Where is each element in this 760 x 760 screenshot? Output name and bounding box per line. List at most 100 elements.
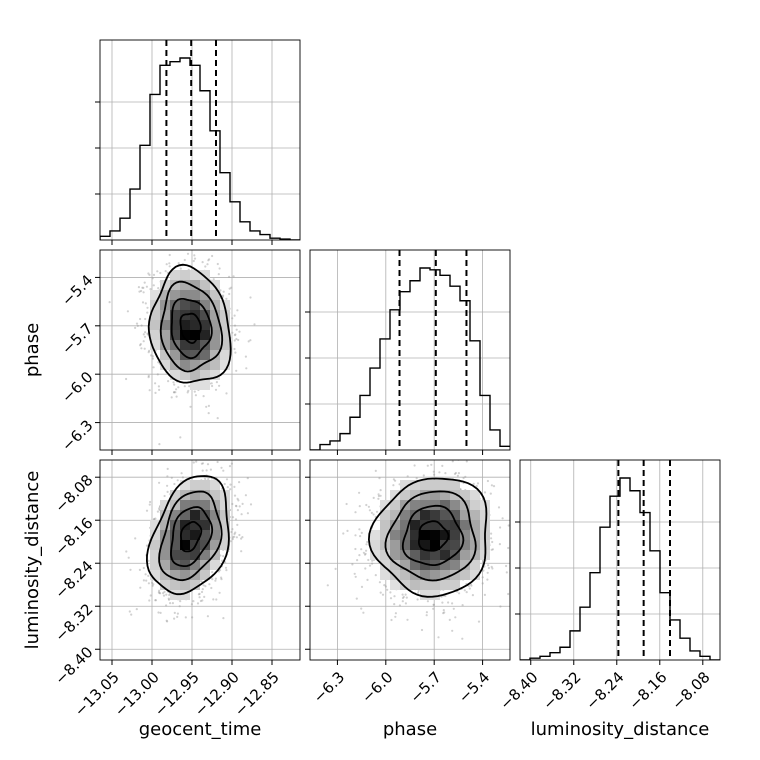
density-cell xyxy=(180,370,190,380)
density-cell xyxy=(200,290,210,300)
density-cell xyxy=(190,290,200,300)
scatter-point xyxy=(490,565,493,569)
hist-panel-geocent_time xyxy=(95,39,301,245)
scatter-point xyxy=(147,351,150,354)
scatter-point xyxy=(151,581,154,584)
scatter-point xyxy=(138,290,141,293)
density-cell xyxy=(180,520,190,530)
scatter-point xyxy=(475,484,478,488)
scatter-point xyxy=(172,381,175,384)
x-tick-label: −8.32 xyxy=(539,668,584,713)
density-cell xyxy=(190,380,200,390)
density-cell xyxy=(410,560,420,570)
density-cell xyxy=(200,500,210,510)
hist-panel-phase xyxy=(305,249,511,455)
scatter-point xyxy=(491,567,494,570)
density-cell xyxy=(200,310,210,320)
scatter-point xyxy=(144,573,147,576)
scatter-point xyxy=(154,599,157,602)
scatter-point xyxy=(158,589,161,592)
density-cell xyxy=(460,510,470,520)
density-cell xyxy=(160,330,170,340)
density-cell xyxy=(170,590,180,600)
scatter-point xyxy=(415,477,418,480)
scatter-point xyxy=(183,385,186,388)
x-axis-label-luminosity_distance: luminosity_distance xyxy=(531,719,710,740)
scatter-point xyxy=(458,592,461,595)
scatter-point xyxy=(402,595,405,599)
density-cell xyxy=(420,480,430,490)
scatter-point xyxy=(149,594,152,597)
density-cell xyxy=(200,270,210,280)
density-cell xyxy=(430,550,440,560)
scatter-point xyxy=(448,618,451,622)
scatter-point xyxy=(141,286,144,289)
scatter-point xyxy=(173,611,176,615)
scatter-point xyxy=(454,616,457,619)
scatter-point xyxy=(139,344,142,347)
scatter-point xyxy=(233,535,236,538)
density-cell xyxy=(170,510,180,520)
scatter-point xyxy=(186,391,189,394)
scatter-point xyxy=(406,475,409,478)
scatter-point xyxy=(137,286,140,289)
density-cell xyxy=(370,540,380,550)
scatter-panel-inner xyxy=(100,460,300,660)
scatter-point xyxy=(386,588,389,591)
histogram-step-geocent_time xyxy=(100,57,300,240)
density-cell xyxy=(420,580,430,590)
density-cell xyxy=(420,520,430,530)
scatter-panel-geocent_time-luminosity_distance xyxy=(95,459,301,665)
density-cell xyxy=(180,540,190,550)
density-cell xyxy=(210,510,220,520)
scatter-point xyxy=(442,612,445,615)
y-tick-label: −8.16 xyxy=(51,514,96,559)
scatter-point xyxy=(158,388,161,391)
scatter-point xyxy=(375,510,379,513)
scatter-point xyxy=(218,591,221,594)
density-cell xyxy=(210,330,220,340)
scatter-point xyxy=(162,594,166,597)
x-tick-label: −5.4 xyxy=(455,668,493,706)
density-cell xyxy=(390,500,400,510)
density-cell xyxy=(400,560,410,570)
density-cell xyxy=(440,510,450,520)
scatter-point xyxy=(358,505,361,508)
density-cell xyxy=(450,500,460,510)
scatter-point xyxy=(379,494,382,497)
density-cell xyxy=(190,500,200,510)
scatter-point xyxy=(427,456,429,458)
density-cell xyxy=(200,380,210,390)
density-cell xyxy=(460,490,470,500)
scatter-point xyxy=(463,589,466,592)
scatter-point xyxy=(451,629,454,632)
density-cell xyxy=(160,550,170,560)
density-cell xyxy=(150,570,160,580)
scatter-point xyxy=(231,502,234,506)
scatter-point xyxy=(240,537,243,540)
density-cell xyxy=(200,330,210,340)
y-tick-label: −5.7 xyxy=(58,320,96,358)
histogram-step-luminosity_distance xyxy=(520,477,720,660)
density-cell xyxy=(210,340,220,350)
scatter-point xyxy=(211,578,214,581)
density-cell xyxy=(200,550,210,560)
scatter-point xyxy=(196,602,200,605)
x-axis-label-geocent_time: geocent_time xyxy=(139,719,262,740)
scatter-point xyxy=(199,599,202,603)
scatter-point xyxy=(235,337,238,341)
density-cell xyxy=(460,570,470,580)
density-cell xyxy=(390,560,400,570)
scatter-point xyxy=(476,482,480,485)
density-cell xyxy=(150,520,160,530)
scatter-point xyxy=(360,585,364,589)
scatter-point xyxy=(489,492,492,495)
scatter-point xyxy=(231,331,234,334)
scatter-point xyxy=(377,497,380,500)
scatter-point xyxy=(178,605,181,608)
scatter-point xyxy=(229,488,232,491)
scatter-point xyxy=(451,602,454,605)
scatter-point xyxy=(432,603,435,606)
scatter-point xyxy=(464,475,467,478)
scatter-point xyxy=(177,262,180,265)
